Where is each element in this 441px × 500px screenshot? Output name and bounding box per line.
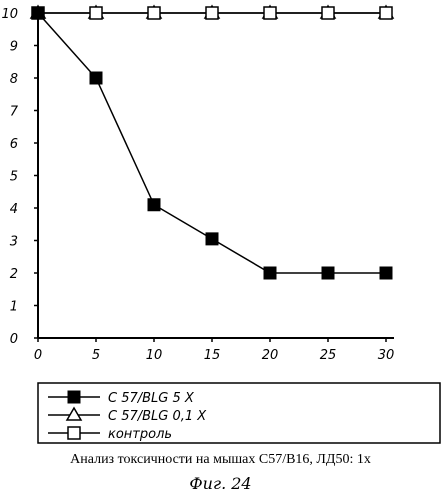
axis-ticks: 0 5 10 15 20 25 30 0 1 2 3 4 5 6 7 8 9 10 [1,7,394,363]
chart-axes [38,9,394,338]
data-point [264,267,276,279]
y-tick-label: 1 [10,300,18,315]
x-tick-label: 5 [92,348,100,363]
x-tick-label: 25 [320,348,337,363]
y-tick-label: 6 [10,137,18,152]
y-tick-label: 2 [10,267,18,282]
data-point [148,7,160,19]
legend-marker [68,427,80,439]
x-tick-label: 30 [378,348,395,363]
legend: C 57/BLG 5 X C 57/BLG 0,1 X контроль [38,383,440,443]
x-tick-label: 0 [34,348,42,363]
y-tick-label: 7 [10,105,19,120]
data-point [32,7,44,19]
y-tick-label: 10 [1,7,18,22]
data-point [90,7,102,19]
legend-marker [67,408,81,420]
y-tick-label: 0 [10,332,18,347]
toxicity-line-chart: 051015202530012345678910 C 57/BLG 5 XC 5… [0,0,441,450]
legend-item: C 57/BLG 0,1 X [48,408,207,424]
data-point [206,233,218,245]
legend-item: контроль [48,427,172,442]
x-tick-label: 20 [262,348,279,363]
y-tick-label: 4 [10,202,18,217]
data-point [322,267,334,279]
data-point [148,199,160,211]
data-point [264,7,276,19]
x-tick-label: 15 [204,348,221,363]
legend-box [38,383,440,443]
x-tick-label: 10 [146,348,163,363]
legend-label: C 57/BLG 5 X [108,391,195,406]
legend-label: C 57/BLG 0,1 X [108,409,207,424]
data-point [322,7,334,19]
y-tick-label: 3 [10,235,18,250]
legend-label: контроль [108,427,172,442]
figure-label: Фиг. 24 [0,474,441,493]
legend-marker [68,391,80,403]
y-tick-label: 5 [10,170,18,185]
data-point [206,7,218,19]
data-point [90,72,102,84]
data-point [380,267,392,279]
figure-caption: Анализ токсичности на мышах C57/B16, ЛД5… [0,452,441,468]
series-0-markers [32,7,392,279]
legend-item: C 57/BLG 5 X [48,391,195,406]
data-point [380,7,392,19]
y-tick-label: 9 [10,40,18,55]
y-tick-label: 8 [10,72,18,87]
series-layer [31,6,393,279]
